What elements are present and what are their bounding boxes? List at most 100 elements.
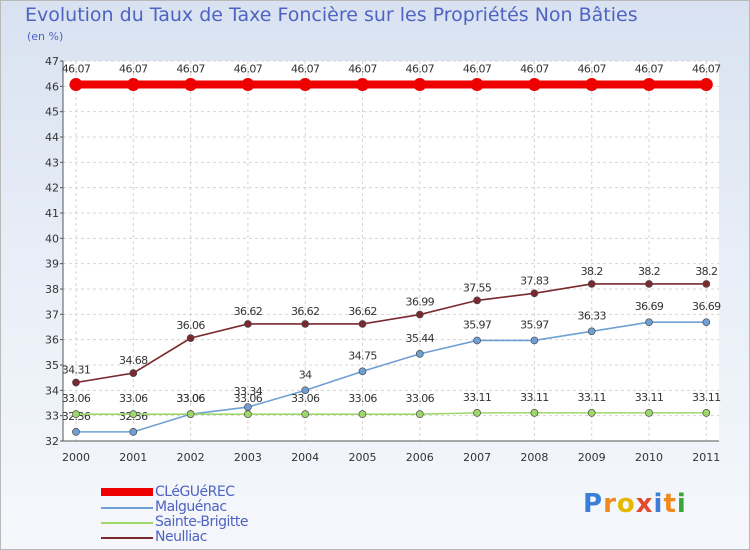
data-label: 33.06 xyxy=(291,392,320,405)
data-label: 36.62 xyxy=(348,305,377,318)
data-label: 46.07 xyxy=(635,63,664,76)
legend-label: Neulliac xyxy=(155,529,207,545)
data-point xyxy=(301,410,310,418)
y-tick-label: 38 xyxy=(45,283,59,296)
legend-label: CLéGUéREC xyxy=(155,484,235,500)
data-point xyxy=(244,320,252,328)
data-label: 46.07 xyxy=(62,63,91,76)
data-label: 46.07 xyxy=(692,63,721,76)
data-point xyxy=(645,318,653,327)
data-label: 33.06 xyxy=(176,392,205,405)
data-point xyxy=(530,409,539,417)
data-label: 46.07 xyxy=(577,63,606,76)
data-point xyxy=(415,410,424,418)
y-tick-label: 32 xyxy=(45,435,59,448)
unit-label: (en %) xyxy=(27,30,64,43)
data-point xyxy=(301,320,310,328)
y-tick-label: 35 xyxy=(45,359,59,372)
data-point xyxy=(184,78,198,92)
data-label: 33.06 xyxy=(119,392,148,405)
data-point xyxy=(530,336,539,345)
data-point xyxy=(69,78,83,92)
data-label: 36.62 xyxy=(234,305,263,318)
x-tick-label: 2003 xyxy=(234,451,262,464)
x-tick-label: 2001 xyxy=(119,451,147,464)
x-tick-label: 2008 xyxy=(520,451,548,464)
data-point xyxy=(356,78,369,92)
legend-label: Sainte-Brigitte xyxy=(155,514,249,530)
x-tick-label: 2011 xyxy=(692,451,720,464)
y-tick-label: 46 xyxy=(45,80,59,93)
y-tick-label: 36 xyxy=(45,334,59,347)
data-label: 46.07 xyxy=(348,63,377,76)
data-point xyxy=(642,78,656,92)
x-tick-label: 2007 xyxy=(463,451,491,464)
data-label: 35.97 xyxy=(463,318,492,331)
data-point xyxy=(473,409,481,417)
data-point xyxy=(358,410,367,418)
data-point xyxy=(470,78,484,92)
data-point xyxy=(702,318,711,327)
data-point xyxy=(587,327,596,336)
y-tick-label: 41 xyxy=(45,207,59,220)
data-point xyxy=(645,280,653,288)
data-point xyxy=(72,428,80,436)
data-point xyxy=(129,428,138,436)
data-label: 33.06 xyxy=(62,392,91,405)
data-label: 46.07 xyxy=(119,63,148,76)
y-tick-label: 37 xyxy=(45,308,59,321)
data-label: 38.2 xyxy=(638,265,660,278)
data-point xyxy=(126,78,140,92)
legend-swatch xyxy=(101,488,153,496)
y-tick-label: 40 xyxy=(45,232,59,245)
y-tick-label: 34 xyxy=(45,384,59,397)
data-point xyxy=(645,409,653,417)
chart-title: Evolution du Taux de Taxe Foncière sur l… xyxy=(25,4,638,26)
data-label: 33.11 xyxy=(520,391,549,404)
data-point xyxy=(473,296,481,305)
y-tick-label: 45 xyxy=(45,106,59,119)
x-tick-label: 2006 xyxy=(406,451,434,464)
series-line-1 xyxy=(76,321,707,433)
series-line-2 xyxy=(76,412,707,415)
data-point xyxy=(473,336,481,345)
data-label: 35.97 xyxy=(520,318,549,331)
legend-swatch xyxy=(101,507,153,509)
data-label: 33.11 xyxy=(463,391,492,404)
data-point xyxy=(587,280,596,288)
data-point xyxy=(129,410,138,418)
data-point xyxy=(702,409,711,417)
legend-swatch xyxy=(101,522,153,524)
data-label: 33.11 xyxy=(692,391,721,404)
data-label: 33.11 xyxy=(577,391,606,404)
data-label: 36.69 xyxy=(635,300,664,313)
data-label: 36.33 xyxy=(577,309,606,322)
data-label: 34.31 xyxy=(62,363,91,376)
data-point xyxy=(298,78,312,92)
data-point xyxy=(72,410,80,418)
data-label: 37.55 xyxy=(463,281,492,294)
y-tick-label: 42 xyxy=(45,182,59,195)
data-point xyxy=(186,334,195,342)
series-line-3 xyxy=(75,283,707,384)
data-label: 37.83 xyxy=(520,274,549,287)
legend-label: Malguénac xyxy=(155,499,227,515)
data-label: 46.07 xyxy=(234,63,263,76)
data-point xyxy=(72,378,80,387)
data-point xyxy=(186,410,195,418)
data-point xyxy=(129,369,138,377)
data-label: 36.99 xyxy=(406,296,435,309)
data-point xyxy=(699,78,713,92)
plot-area xyxy=(63,61,719,441)
data-point xyxy=(527,78,541,92)
data-label: 36.06 xyxy=(176,319,205,332)
data-label: 46.07 xyxy=(176,63,205,76)
data-label: 33.06 xyxy=(348,392,377,405)
data-point xyxy=(702,280,711,288)
y-tick-label: 44 xyxy=(45,131,59,144)
data-label: 33.34 xyxy=(234,385,263,398)
x-tick-label: 2005 xyxy=(349,451,377,464)
legend-swatch xyxy=(101,537,153,539)
